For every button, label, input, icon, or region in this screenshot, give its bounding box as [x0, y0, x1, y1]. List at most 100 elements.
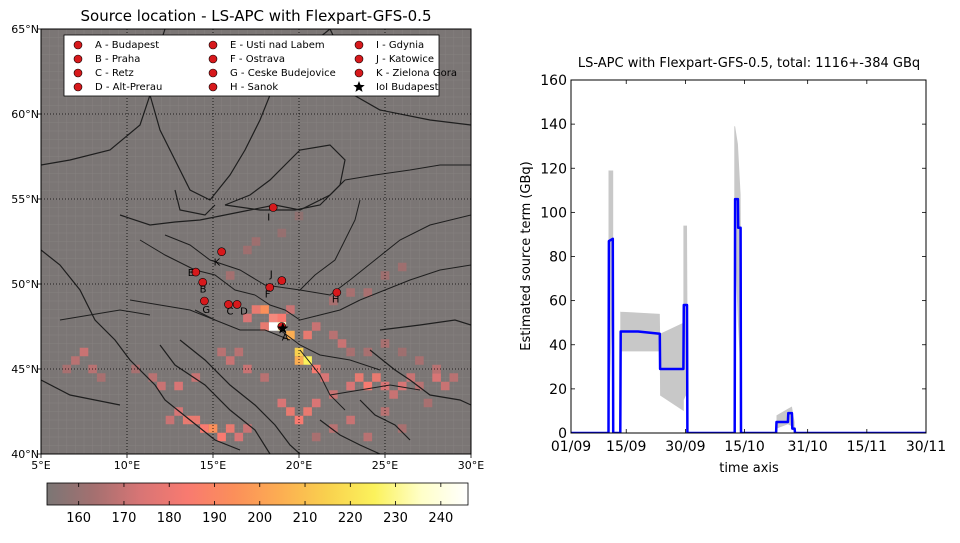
- y-tick-label: 100: [540, 205, 567, 221]
- heatmap-cell: [286, 305, 295, 314]
- heatmap-cell: [165, 415, 175, 425]
- heatmap-cell: [311, 364, 321, 374]
- y-tick-label: 120: [540, 161, 567, 177]
- x-tick-label: 30/11: [906, 439, 946, 455]
- heatmap-cell: [311, 432, 321, 442]
- x-axis-tick-labels: 01/09 15/09 30/09 15/10 31/10 15/11 30/11: [551, 439, 946, 455]
- legend-label: I - Gdynia: [376, 40, 424, 51]
- legend-dot-marker: [208, 82, 218, 92]
- x-tick-label: 15/09: [606, 439, 646, 455]
- heatmap-cell: [243, 424, 252, 433]
- heatmap-cell: [346, 415, 355, 425]
- station-dot: [332, 288, 342, 297]
- colorbar-tick-labels: 160 170 180 190 200 210 220 230 240: [66, 511, 453, 526]
- heatmap-cell: [251, 305, 261, 314]
- legend-items: [73, 40, 365, 92]
- colorbar: 160 170 180 190 200 210 220 230 240: [46, 482, 469, 526]
- map-panel: 65°N 60°N 55°N 50°N 45°N 40°N 5°E 10°E 1…: [11, 23, 484, 472]
- station-dot: [232, 300, 242, 309]
- heatmap-cell: [363, 381, 373, 391]
- lat-tick-label: 55°N: [11, 193, 39, 206]
- heatmap-cell: [354, 373, 364, 382]
- x-tick-label: 01/09: [551, 439, 591, 455]
- heatmap-cell: [294, 415, 304, 425]
- heatmap-cell: [217, 432, 226, 442]
- heatmap-cell: [346, 381, 355, 391]
- legend-label: H - Sanok: [230, 82, 278, 93]
- heatmap-cell: [243, 245, 252, 255]
- heatmap-cell: [397, 347, 407, 357]
- legend-label: J - Katowice: [375, 54, 434, 65]
- heatmap-cell: [260, 305, 269, 314]
- x-tick-label: 30/09: [665, 439, 705, 455]
- station-letter: I: [267, 213, 270, 224]
- colorbar-gradient: [46, 482, 469, 506]
- lon-tick-label: 20°E: [286, 459, 312, 472]
- lon-tick-label: 5°E: [31, 459, 50, 472]
- heatmap-cell: [243, 364, 252, 374]
- legend-dot-marker: [354, 40, 364, 50]
- lat-tick-label: 50°N: [11, 278, 39, 291]
- heatmap-cell: [71, 356, 80, 365]
- y-tick-label: 0: [558, 426, 567, 442]
- heatmap-cell: [397, 424, 407, 433]
- heatmap-cell: [337, 339, 347, 348]
- heatmap-cell: [174, 381, 183, 391]
- station-letter: G: [202, 305, 210, 316]
- station-dot: [191, 267, 201, 277]
- heatmap-cell: [440, 381, 450, 391]
- lat-tick-label: 40°N: [11, 448, 39, 461]
- colorbar-tick-label: 200: [247, 511, 272, 526]
- station-dot: [277, 276, 287, 285]
- heatmap-cell: [329, 296, 338, 306]
- heatmap-cell: [131, 364, 140, 374]
- station-letter: J: [269, 270, 273, 281]
- station-letter: H: [332, 295, 340, 306]
- heatmap-cell: [363, 432, 373, 442]
- heatmap-cell: [303, 330, 312, 340]
- heatmap-cell: [294, 211, 304, 221]
- legend-star-marker: [353, 81, 365, 92]
- station-letter: F: [265, 289, 271, 300]
- station-markers: [191, 203, 342, 331]
- map-legend: A - Budapest B - Praha C - Retz D - Alt-…: [63, 34, 457, 97]
- legend-label: A - Budapest: [95, 40, 159, 51]
- heatmap-cell: [432, 364, 441, 374]
- heatmap-cell: [286, 330, 295, 340]
- station-labels: A B C D E F G H I J K: [188, 213, 340, 344]
- legend-label: D - Alt-Prerau: [95, 82, 162, 93]
- heatmap-cell: [329, 424, 338, 433]
- map-frame: [40, 28, 472, 455]
- y-axis-ticks: [571, 79, 926, 434]
- heatmap-cell: [380, 407, 390, 416]
- y-tick-label: 80: [549, 250, 567, 266]
- station-letter: E: [188, 268, 194, 279]
- legend-dot-marker: [73, 40, 83, 50]
- heatmap-cell: [225, 271, 235, 280]
- x-tick-label: 31/10: [787, 439, 827, 455]
- heatmap-cell: [406, 373, 416, 382]
- heatmap-cell: [225, 424, 235, 433]
- colorbar-tick-label: 220: [338, 511, 363, 526]
- heatmap-cell: [303, 407, 312, 416]
- y-tick-label: 140: [540, 117, 567, 133]
- legend-dot-marker: [354, 68, 364, 78]
- heatmap-cell: [96, 373, 106, 382]
- source-term-chart: 0 20 40 60 80 100 120 140 160 01/09 15/09 30/09 15/…: [519, 73, 946, 476]
- legend-label: IoI Budapest: [376, 82, 439, 93]
- heatmap-cell: [243, 313, 252, 323]
- chart-title: LS-APC with Flexpart-GFS-0.5, total: 111…: [578, 56, 920, 71]
- legend-box: [63, 34, 440, 97]
- plot-area: [571, 80, 926, 433]
- country-borders: [59, 164, 471, 411]
- heatmap-cell: [225, 356, 235, 365]
- legend-dot-marker: [208, 54, 218, 64]
- heatmap-cell: [303, 356, 312, 365]
- station-dot: [268, 203, 278, 212]
- heatmap-cell: [346, 347, 355, 357]
- heatmap-cell: [423, 398, 433, 408]
- legend-dot-marker: [208, 40, 218, 50]
- map-axis-ticks: [37, 28, 472, 458]
- ioi-star-marker: [277, 322, 289, 334]
- heatmap-cell: [260, 373, 269, 382]
